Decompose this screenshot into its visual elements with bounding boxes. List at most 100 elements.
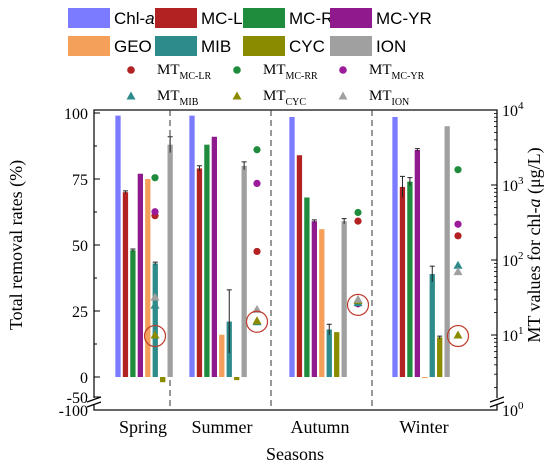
mt-legend-item-mib: MTMIB [126, 88, 199, 108]
mt-marker-ion-summer [252, 304, 262, 313]
mt-marker-mc-yr-winter [454, 220, 462, 228]
error-bar-mib-spring [152, 261, 158, 265]
highlight-circle-spring [143, 324, 167, 348]
x-tick-label-winter: Winter [399, 417, 448, 437]
bar-mc-lr-winter [399, 186, 406, 377]
legend-swatch-mc-lr [155, 8, 197, 28]
legend-label-ion: ION [376, 37, 406, 56]
mt-marker-mc-lr-summer [253, 247, 261, 256]
legend-item-cyc: CYC [243, 36, 325, 56]
mt-legend-item-cyc: MTCYC [232, 88, 306, 108]
error-bar-mc-rr-spring [130, 248, 136, 252]
bar-mc-lr-autumn [296, 155, 303, 377]
mt-legend-item-mc-yr: MTMC-YR [339, 62, 425, 82]
mt-marker-ion-spring [150, 292, 160, 301]
highlight-circle-autumn [346, 293, 370, 316]
error-bar-ion-spring [167, 136, 173, 153]
mt-legend-label-mib: MTMIB [157, 88, 199, 108]
mt-marker-mc-lr-winter [454, 232, 462, 240]
error-bar-mc-lr-summer [196, 165, 202, 172]
bar-ion-winter [444, 126, 450, 377]
axis-break-gap-left [87, 398, 101, 405]
error-bar-mc-yr-winter [414, 148, 420, 152]
y-right-tick-label-4: 104 [502, 100, 524, 120]
x-axis-title: Seasons [266, 444, 324, 464]
mt-legend-marker-mc-yr [339, 66, 347, 74]
y-left-tick-label-100: -100 [59, 403, 88, 420]
mt-legend-item-mc-lr: MTMC-LR [127, 62, 212, 82]
legend-label-chl-a: Chl-a [114, 9, 155, 28]
mt-marker-cyc-summer [252, 316, 262, 325]
error-bar-mc-lr-winter [399, 175, 405, 198]
mt-marker-cyc-winter [453, 330, 463, 339]
y-left-tick-label-75: 75 [72, 172, 88, 189]
mt-legend-label-ion: MTION [369, 88, 409, 108]
mt-legend-marker-mc-lr [127, 66, 135, 74]
y-axis-left-title: Total removal rates (%) [6, 160, 27, 330]
legend-label-cyc: CYC [289, 37, 325, 56]
y-left-tick-label-100: 100 [64, 106, 88, 123]
bar-geo-spring [145, 179, 151, 377]
mt-marker-ion-winter [453, 267, 463, 276]
mt-legend-marker-ion [338, 91, 348, 100]
bar-mib-winter [429, 274, 435, 377]
bar-mc-rr-winter [407, 181, 413, 377]
legend-label-mib: MIB [201, 37, 231, 56]
error-bar-mc-yr-autumn [311, 219, 317, 223]
error-bar-mc-rr-winter [407, 177, 413, 186]
axes-layer: 100 75 50 25 0 -50-100 104 103 102 101 100 Spring Su… [59, 100, 524, 437]
y-left-tick-label-50: -50 [67, 390, 88, 407]
annotation-circles [143, 293, 470, 348]
mt-legend-item-ion: MTION [338, 88, 409, 108]
legend-swatch-mc-yr [330, 8, 372, 28]
legend-item-ion: ION [330, 36, 406, 56]
bar-mc-lr-summer [196, 168, 203, 377]
bar-chl-a-winter [392, 116, 398, 378]
bar-mc-yr-summer [211, 136, 217, 377]
bar-chl-a-spring [115, 115, 121, 377]
error-bar-cyc-winter [437, 335, 443, 339]
mt-legend: MTMC-LR MTMC-RR MTMC-YR MTMIB MTCYC MTION [126, 62, 425, 108]
highlight-circle-winter [446, 324, 470, 348]
y-left-tick-label-50: 50 [72, 238, 88, 255]
mt-marker-mc-rr-winter [454, 166, 462, 174]
legend-item-mib: MIB [155, 36, 231, 56]
bar-mc-yr-autumn [311, 221, 317, 377]
mt-marker-cyc-spring [150, 330, 160, 339]
mt-legend-marker-mib [126, 91, 136, 100]
bar-geo-summer [219, 334, 225, 377]
y-right-tick-label-3: 103 [502, 175, 524, 195]
bar-mc-rr-summer [204, 144, 210, 377]
mt-marker-mib-spring [150, 300, 160, 309]
bar-cyc-autumn [334, 332, 340, 377]
y-right-tick-label-1: 101 [502, 325, 524, 345]
y-axis-right-title: MT values for chl-a (μg/L) [524, 147, 545, 342]
bar-geo-winter [422, 377, 428, 379]
mt-legend-marker-mc-rr [233, 66, 241, 74]
legend-swatch-mib [155, 36, 197, 56]
mt-marker-mc-yr-summer [253, 179, 261, 188]
bar-mc-yr-winter [414, 149, 420, 377]
bar-geo-autumn [319, 229, 325, 377]
mt-legend-item-mc-rr: MTMC-RR [233, 62, 318, 82]
mt-legend-label-cyc: MTCYC [263, 88, 306, 108]
bar-ion-autumn [341, 221, 347, 377]
legend-swatch-chl-a [68, 8, 110, 28]
x-tick-label-summer: Summer [192, 417, 253, 437]
legend-swatch-cyc [243, 36, 285, 56]
bar-mib-spring [152, 263, 158, 377]
bar-chl-a-autumn [289, 116, 295, 378]
mt-marker-mc-rr-spring [151, 174, 159, 182]
mt-legend-label-mc-lr: MTMC-LR [157, 62, 212, 82]
error-bar-mc-lr-spring [122, 190, 128, 194]
x-tick-label-spring: Spring [119, 417, 167, 437]
error-bar-mib-summer [226, 289, 232, 354]
legend-swatch-geo [68, 36, 110, 56]
error-bar-mib-winter [429, 265, 435, 282]
y-left-tick-label-25: 25 [72, 304, 88, 321]
bar-cyc-summer [234, 377, 240, 381]
error-bar-ion-autumn [341, 218, 347, 224]
mt-marker-mc-lr-autumn [354, 217, 362, 225]
